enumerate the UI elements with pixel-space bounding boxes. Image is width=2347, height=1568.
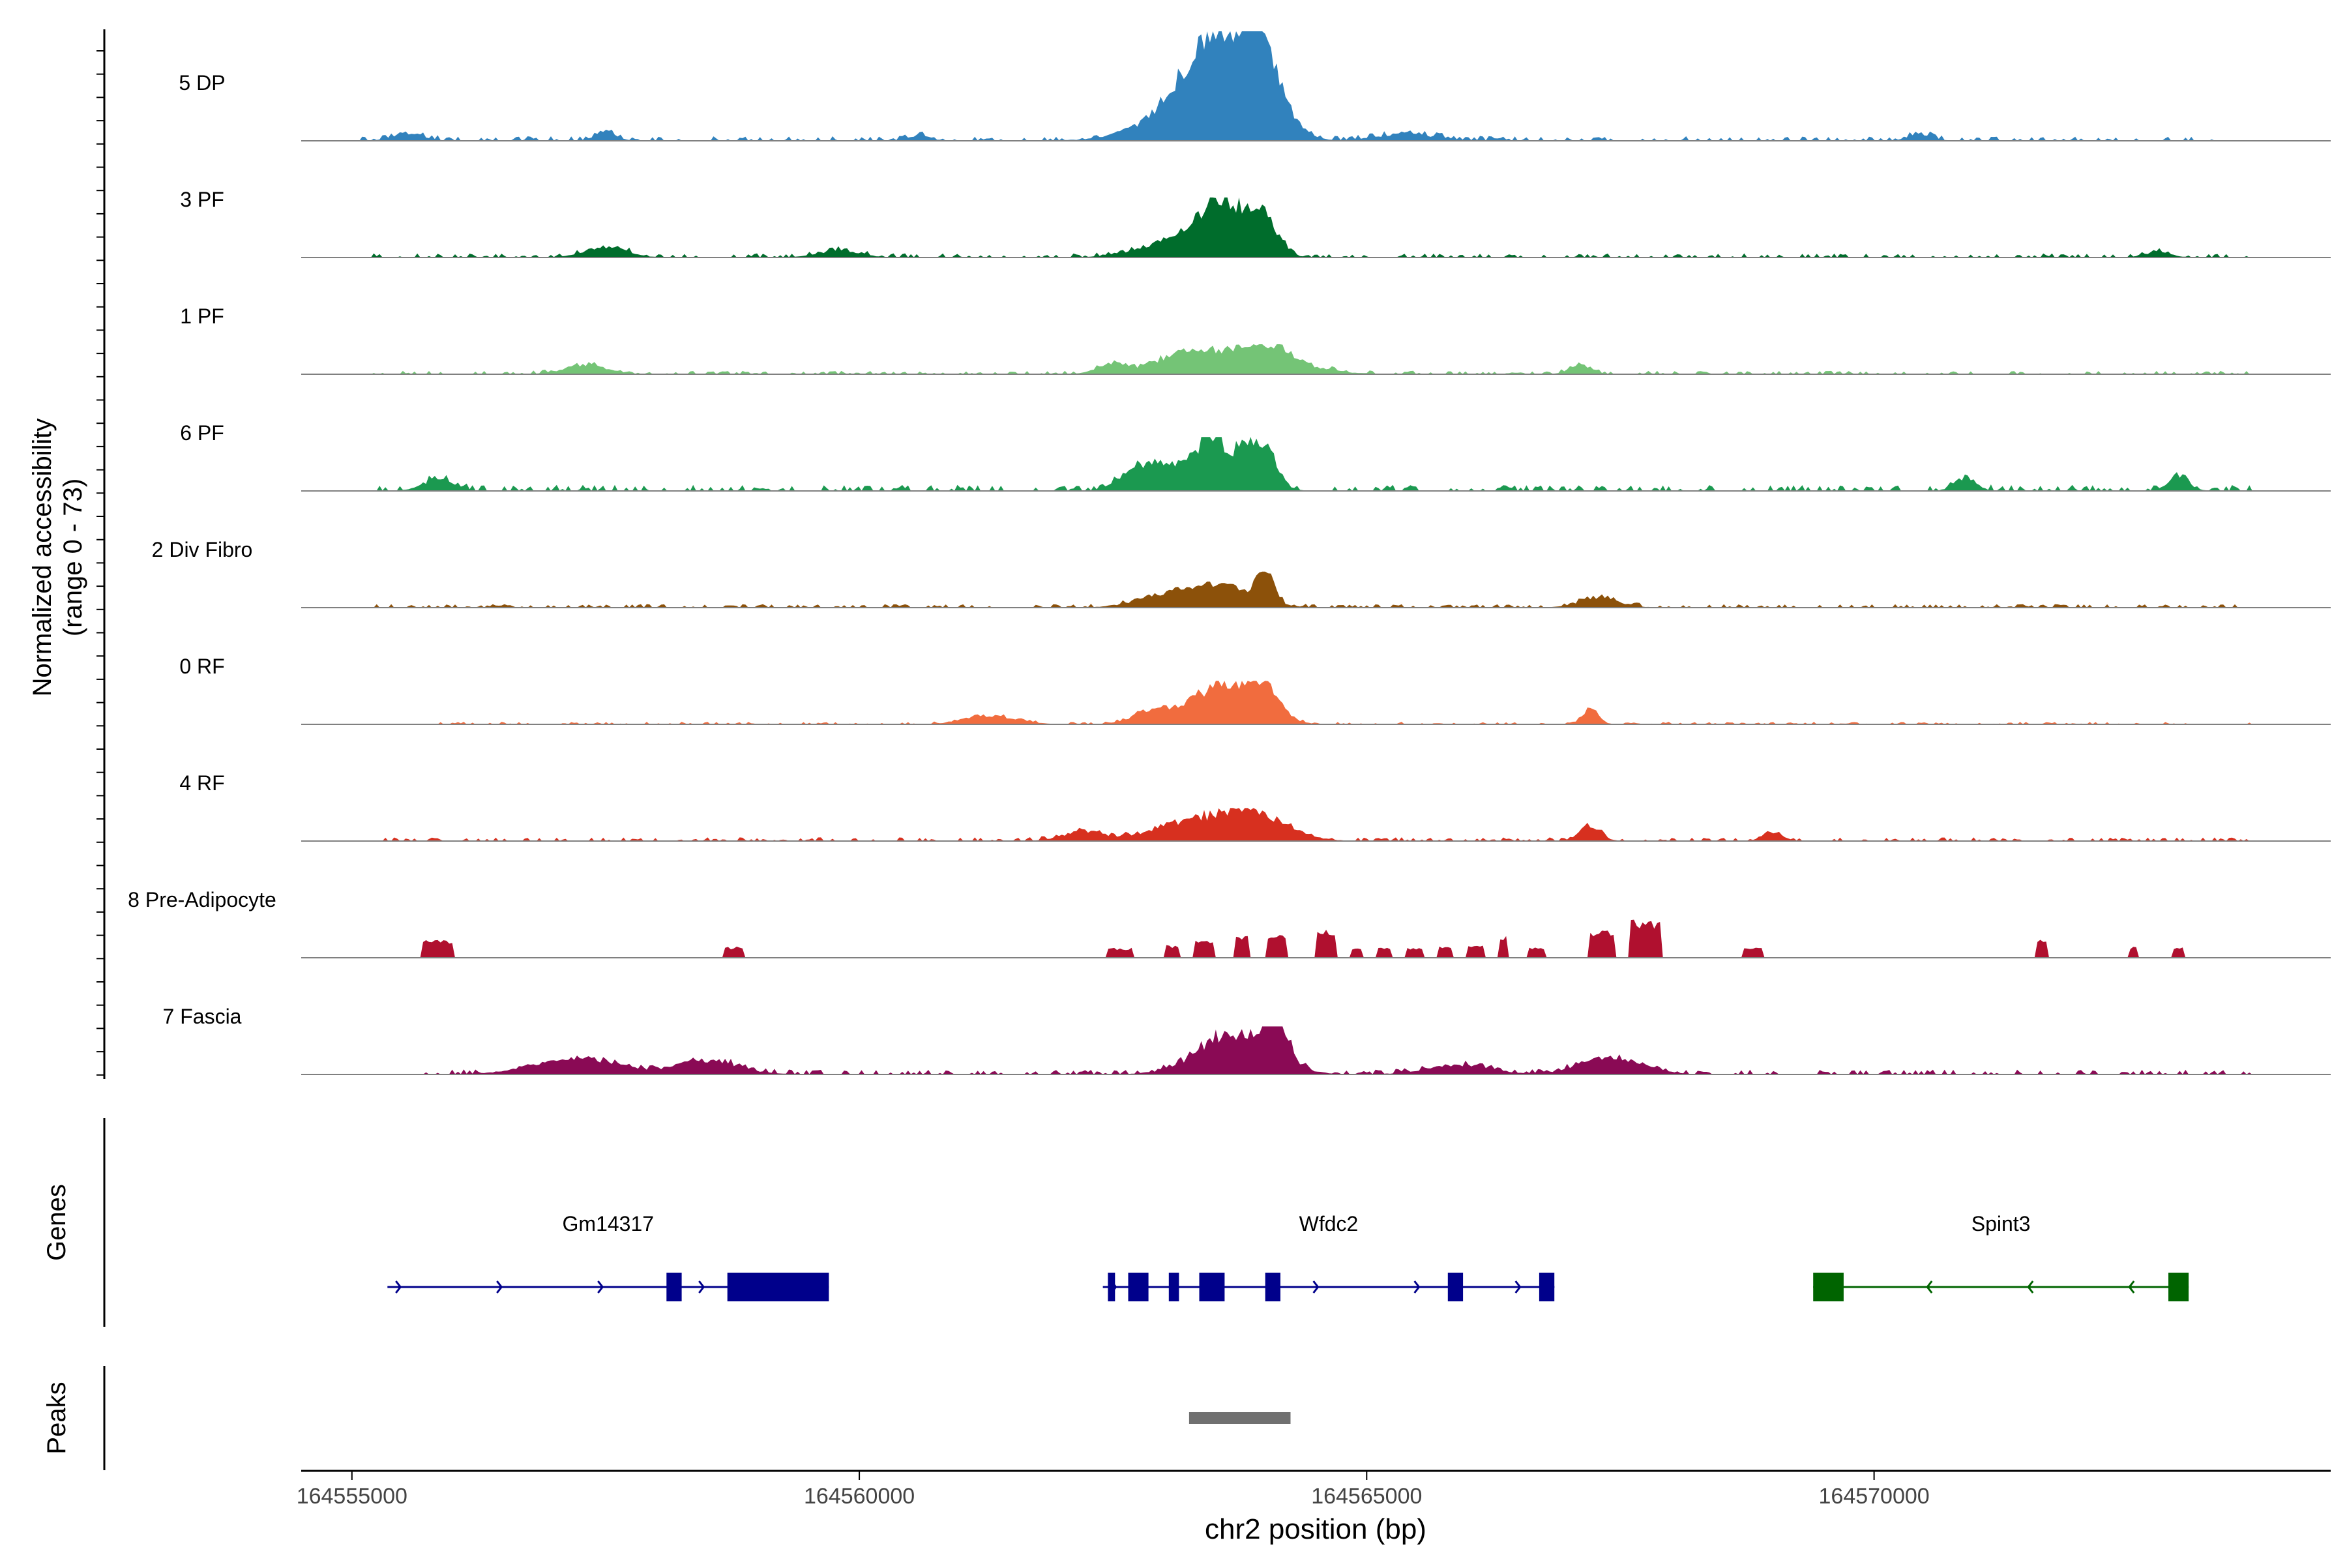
track-label: 8 Pre-Adipocyte [128,888,276,911]
y-axis-label-line2: (range 0 - 73) [59,479,87,636]
genes-panel: Genes Gm14317 Wfdc2 Spint3 [42,1118,2189,1327]
track-2-div-fibro: 2 Div Fibro [152,538,2331,608]
strand-arrow [496,1280,503,1294]
track-label: 6 PF [180,421,224,445]
coverage-area [301,1026,2331,1074]
x-axis-ticks: 164555000 164560000 164565000 164570000 [297,1471,1930,1509]
track-1-pf: 1 PF [180,304,2331,375]
exon [1265,1273,1280,1301]
strand-arrow [395,1280,402,1294]
exon [727,1273,829,1301]
exon [1168,1273,1179,1301]
genes-axis-label: Genes [42,1184,71,1261]
track-label: 5 DP [179,71,225,95]
track-3-pf: 3 PF [180,188,2331,258]
coverage-area [301,437,2331,491]
exon [666,1273,682,1301]
coverage-area [301,681,2331,724]
strand-arrow [1413,1280,1421,1294]
track-label: 4 RF [179,771,224,795]
track-label: 3 PF [180,188,224,211]
track-4-rf: 4 RF [179,771,2331,842]
coverage-area [301,31,2331,141]
y-axis-label-line1: Normalized accessibility [28,419,57,697]
exon [1128,1273,1149,1301]
x-tick-label: 164560000 [804,1484,915,1509]
gene-label: Wfdc2 [1299,1212,1359,1235]
track-8-pre-adipocyte: 8 Pre-Adipocyte [128,888,2331,958]
track-label: 7 Fascia [163,1005,242,1028]
strand-arrow [2027,1280,2034,1294]
gene-annotations: Gm14317 Wfdc2 Spint3 [387,1212,2189,1301]
exon [1108,1273,1115,1301]
peak-bar [1188,1412,1291,1424]
peaks-panel: Peaks [42,1366,1291,1470]
track-7-fascia: 7 Fascia [163,1005,2331,1075]
strand-arrow [1514,1280,1522,1294]
track-label: 0 RF [179,655,224,678]
strand-arrow [2128,1280,2135,1294]
exon [1447,1273,1464,1301]
track-6-pf: 6 PF [180,421,2331,492]
coverage-tracks: 5 DP 3 PF 1 PF 6 PF 2 Div Fibro 0 RF 4 RF 8 Pre… [128,31,2331,1075]
exon [2168,1273,2189,1301]
track-label: 1 PF [180,304,224,328]
strand-arrow [1926,1280,1933,1294]
strand-arrow [698,1280,705,1294]
exon [1539,1273,1555,1301]
coverage-area [301,197,2331,258]
x-tick-label: 164570000 [1819,1484,1930,1509]
coverage-area [301,808,2331,841]
gene-wfdc2: Wfdc2 [1102,1212,1555,1301]
x-axis: 164555000 164560000 164565000 164570000 chr… [297,1470,2331,1545]
coverage-area [301,344,2331,374]
gene-gm14317: Gm14317 [387,1212,829,1301]
peak-regions [1188,1412,1291,1424]
coverage-area [301,919,2331,958]
x-tick-label: 164555000 [297,1484,407,1509]
track-label: 2 Div Fibro [152,538,253,561]
coverage-area [301,571,2331,608]
exon [1199,1273,1225,1301]
y-axis: Normalized accessibility (range 0 - 73) [28,29,106,1079]
strand-arrow [597,1280,604,1294]
gene-label: Spint3 [1971,1212,2031,1235]
peaks-axis-label: Peaks [42,1382,71,1454]
track-0-rf: 0 RF [179,655,2331,725]
y-axis-ticks [96,50,104,1076]
strand-arrow [1312,1280,1320,1294]
gene-spint3: Spint3 [1813,1212,2189,1301]
gene-label: Gm14317 [563,1212,655,1235]
x-tick-label: 164565000 [1311,1484,1422,1509]
exon [1813,1273,1844,1301]
track-5-dp: 5 DP [179,31,2331,141]
x-axis-label: chr2 position (bp) [1205,1513,1426,1545]
